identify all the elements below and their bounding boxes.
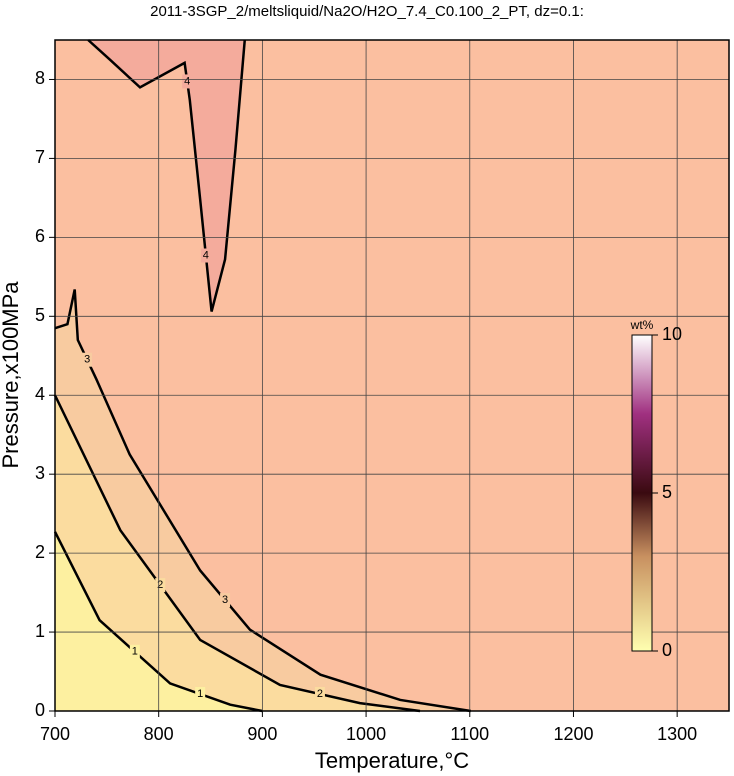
- y-axis-label: Pressure,x100MPa: [0, 281, 23, 469]
- colorbar-tick-label: 10: [662, 324, 682, 344]
- y-tick-label: 8: [35, 68, 45, 88]
- y-tick-label: 7: [35, 147, 45, 167]
- contour-label: 1: [197, 688, 203, 700]
- y-tick-label: 0: [35, 700, 45, 720]
- contour-label: 2: [157, 579, 163, 591]
- y-tick-label: 5: [35, 305, 45, 325]
- contour-label-bg: [129, 644, 140, 659]
- contour-label: 3: [84, 354, 90, 366]
- contour-line: [53, 531, 263, 713]
- colorbar-label: wt%: [630, 318, 654, 332]
- contour-fill: [55, 531, 263, 711]
- contour-label-bg: [195, 687, 206, 702]
- x-tick-label: 800: [144, 724, 174, 744]
- x-axis-label: Temperature,°C: [315, 748, 469, 773]
- colorbar: [631, 334, 653, 652]
- y-tick-label: 1: [35, 621, 45, 641]
- x-tick-label: 1300: [657, 724, 697, 744]
- contour-label: 4: [203, 249, 209, 261]
- contour-label: 1: [132, 646, 138, 658]
- chart-title: 2011-3SGP_2/meltsliquid/Na2O/H2O_7.4_C0.…: [150, 3, 584, 20]
- contour-line: [53, 394, 421, 713]
- contour-label: 3: [222, 594, 228, 606]
- y-tick-label: 2: [35, 542, 45, 562]
- x-tick-label: 1100: [450, 724, 489, 744]
- y-tick-label: 6: [35, 226, 45, 246]
- contour-label-bg: [82, 352, 93, 367]
- x-tick-label: 700: [40, 724, 70, 744]
- y-tick-label: 3: [35, 463, 45, 483]
- contour-label-bg: [220, 593, 231, 608]
- colorbar-tick-label: 5: [662, 482, 672, 502]
- x-tick-label: 900: [247, 724, 277, 744]
- plot-frame: [54, 39, 730, 712]
- contour-line: [87, 39, 247, 312]
- contour-label-bg: [314, 687, 325, 702]
- colorbar-tick-label: 0: [662, 640, 672, 660]
- x-tick-label: 1200: [553, 724, 593, 744]
- contour-label-bg: [182, 74, 193, 89]
- contour-label-bg: [200, 248, 211, 263]
- contour-line: [54, 289, 471, 713]
- contour-label: 2: [317, 688, 323, 700]
- contour-label-bg: [155, 578, 166, 593]
- contour-label: 4: [184, 75, 190, 87]
- x-tick-label: 1000: [346, 724, 386, 744]
- y-tick-label: 4: [35, 384, 45, 404]
